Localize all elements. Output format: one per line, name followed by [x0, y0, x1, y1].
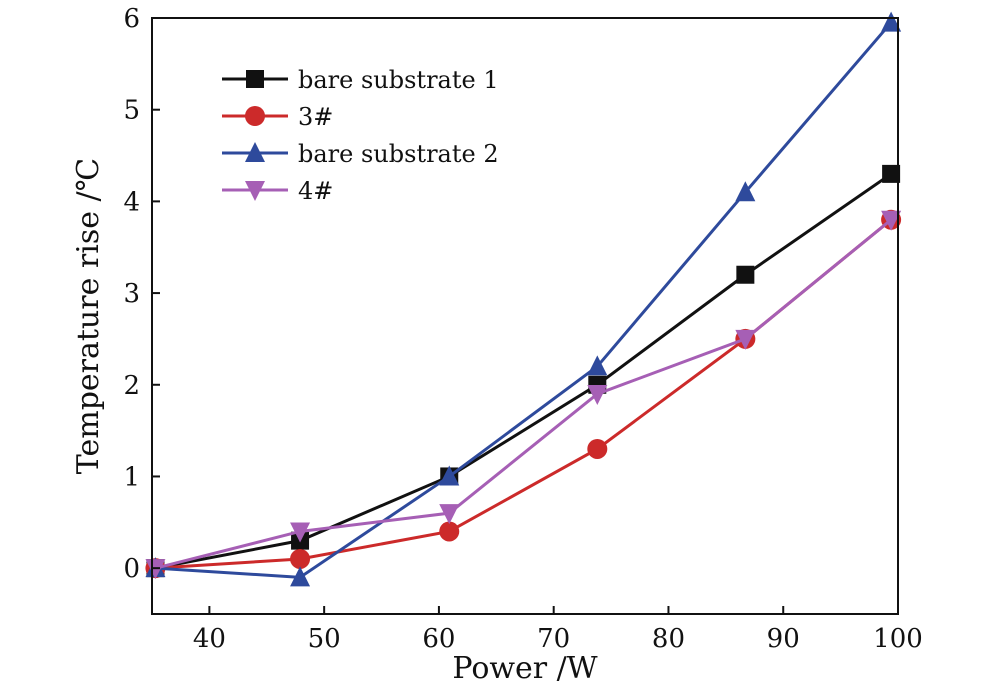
- legend-entry: bare substrate 2: [222, 140, 499, 168]
- data-point: [439, 521, 460, 542]
- y-tick-label: 0: [123, 554, 140, 584]
- legend-label: 3#: [298, 103, 333, 131]
- data-point: [587, 384, 608, 405]
- x-tick-label: 80: [652, 624, 685, 654]
- legend-label: 4#: [298, 177, 333, 205]
- series-2: [145, 11, 902, 587]
- legend-entry: bare substrate 1: [222, 66, 499, 94]
- legend-marker: [245, 181, 265, 201]
- data-point: [439, 465, 460, 486]
- y-tick-label: 4: [123, 187, 140, 217]
- series-line: [155, 21, 893, 579]
- legend-entry: 4#: [222, 177, 333, 205]
- data-point: [735, 329, 756, 350]
- legend-marker: [245, 142, 265, 162]
- legend-label: bare substrate 1: [298, 66, 499, 94]
- legend-marker: [246, 70, 264, 88]
- y-tick-label: 1: [123, 462, 140, 492]
- data-point: [735, 181, 756, 202]
- x-tick-label: 60: [422, 624, 455, 654]
- x-tick-label: 50: [308, 624, 341, 654]
- data-point: [587, 355, 608, 376]
- data-point: [587, 438, 608, 459]
- axes-layer: 40 50 60 70 80 90 100 0 1 2 3 4 5 6: [123, 4, 922, 654]
- data-point: [882, 164, 901, 183]
- data-point: [736, 265, 755, 284]
- x-tick-label: 100: [873, 624, 923, 654]
- plot-frame: [151, 17, 899, 615]
- y-axis-title: Temperature rise /℃: [71, 158, 106, 474]
- legend-marker: [245, 106, 265, 126]
- data-point: [290, 566, 311, 587]
- data-point: [290, 522, 311, 543]
- series-layer: [145, 11, 902, 587]
- x-tick-label: 90: [767, 624, 800, 654]
- x-axis-title: Power /W: [452, 651, 597, 686]
- x-tick-label: 70: [537, 624, 570, 654]
- legend-label: bare substrate 2: [298, 140, 499, 168]
- y-tick-label: 6: [123, 4, 140, 34]
- data-point: [881, 11, 902, 32]
- legend-entry: 3#: [222, 103, 333, 131]
- data-point: [290, 548, 311, 569]
- series-line: [155, 218, 893, 570]
- y-tick-label: 5: [123, 96, 140, 126]
- series-1: [145, 209, 902, 579]
- series-3: [145, 210, 902, 580]
- x-tick-label: 40: [193, 624, 226, 654]
- y-tick-label: 3: [123, 279, 140, 309]
- series-0: [146, 164, 901, 578]
- y-tick-label: 2: [123, 371, 140, 401]
- series-line: [155, 172, 892, 570]
- legend: bare substrate 1 3# bare substrate 2 4#: [222, 66, 499, 205]
- data-point: [439, 504, 460, 525]
- series-line: [155, 218, 893, 570]
- data-point: [881, 210, 902, 231]
